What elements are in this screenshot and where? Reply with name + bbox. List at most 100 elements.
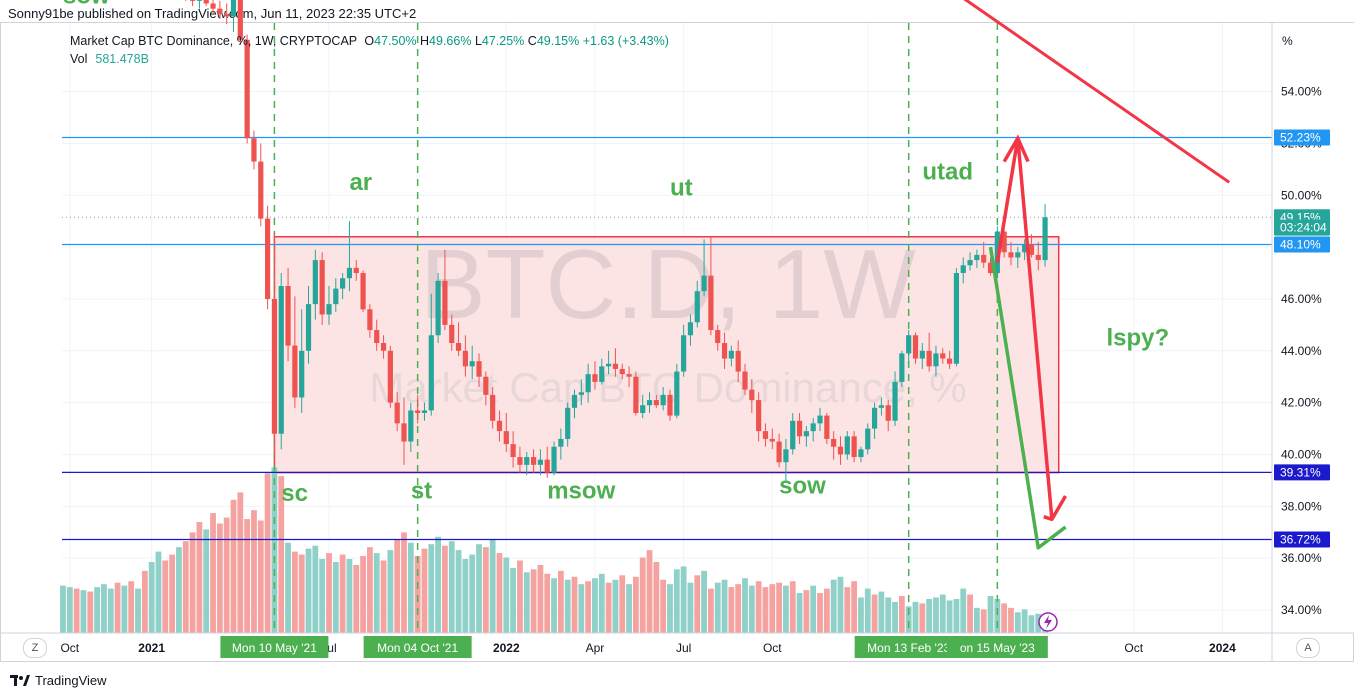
lightning-icon [1038,612,1058,632]
candle-body [871,407,878,429]
volume-bar [210,513,216,633]
low-value: 47.25% [481,34,525,48]
candle-body [612,363,619,369]
red-trend-line [963,0,1231,184]
candle-body [933,353,939,367]
y-tick-label: 38.00% [1281,499,1322,513]
candle-body [708,275,714,331]
volume-bar [155,551,162,633]
volume-bar [626,584,632,633]
volume-bar [428,544,435,633]
candle-body [940,353,946,359]
volume-bar [503,557,510,633]
candle-body [640,405,646,414]
volume-bar [926,598,933,633]
volume-bar [346,559,353,633]
candle-body [305,304,312,351]
candle-body [885,405,891,421]
volume-bar [230,499,237,633]
candle-body [394,402,400,424]
volume-bar [489,539,496,633]
candle-body [715,330,721,344]
candle-body [919,350,925,359]
volume-bar [60,585,66,633]
volume-bar [339,554,346,633]
volume-bar [530,569,537,633]
candle-body [326,304,332,315]
volume-bar [646,550,653,633]
candle-body [1015,252,1021,258]
axis-unit: % [1282,34,1293,48]
volume-bar [721,579,728,633]
volume-bar [237,492,244,633]
candle-body [196,0,202,1]
auto-scale-button[interactable]: A [1296,638,1320,658]
candle-body [619,368,625,375]
x-tag-label: Mon 10 May '21 [232,641,317,655]
volume-bar [87,591,94,633]
volume-bar [367,547,373,633]
volume-bar [496,553,503,633]
red-arrow-head-up [1002,134,1030,163]
candle-body [912,335,919,359]
candle-body [762,431,769,439]
candle-body [701,275,707,292]
candle-body [551,446,557,473]
candle-body [353,267,359,274]
volume-bar [223,517,230,633]
candle-body [653,400,659,406]
volume-bar [694,575,701,633]
candle-body [374,330,380,344]
volume-bar [946,600,953,633]
candle-body [1042,217,1048,261]
wyckoff-label: ar [349,169,372,196]
candle-body [490,394,496,421]
price-tag-label: 39.31% [1280,465,1321,479]
publisher-line: Sonny91be published on TradingView.com, … [8,6,417,21]
volume-bar [612,579,619,633]
price-tag-label: 52.23% [1280,130,1321,144]
wyckoff-label: ut [670,174,693,201]
volume-bar [107,588,114,633]
volume-bar [823,588,830,633]
volume-bar [278,476,285,633]
volume-bar [73,588,80,633]
x-tag-bg [220,636,329,658]
candle-body [947,358,953,364]
volume-bar [448,541,455,633]
candle-body [312,260,318,305]
volume-bar [769,584,776,633]
candle-body [530,457,537,465]
volume-bar [980,609,987,633]
candle-body [783,449,789,463]
x-tag-label: on 15 May '23 [960,641,1035,655]
volume-bar [939,594,946,633]
volume-bar [953,598,960,633]
volume-bar [653,561,660,633]
candle-body [681,335,687,372]
candle-body [271,298,278,434]
candle-body [694,291,700,323]
x-tick-label: Oct [1124,641,1143,655]
volume-bar [967,594,973,633]
volume-bar [298,554,305,633]
candle-body [1022,244,1028,253]
volume-bar [878,591,885,633]
volume-bar [742,578,748,633]
candle-body [817,415,823,424]
volume-bar [687,582,694,633]
x-tag-label: Mon 04 Oct '21 [377,641,458,655]
volume-bar [551,578,557,633]
volume-bar [271,467,278,633]
tradingview-logo[interactable]: TradingView [10,673,107,688]
candle-body [510,444,516,458]
candle-body [333,288,339,305]
candle-body [265,218,271,299]
x-tick-label: 2021 [138,641,165,655]
candle-body [340,278,346,289]
candle-body [292,345,298,398]
log-scale-button[interactable]: Z [23,638,47,658]
volume-bar [510,567,517,633]
volume-bar [141,570,148,633]
